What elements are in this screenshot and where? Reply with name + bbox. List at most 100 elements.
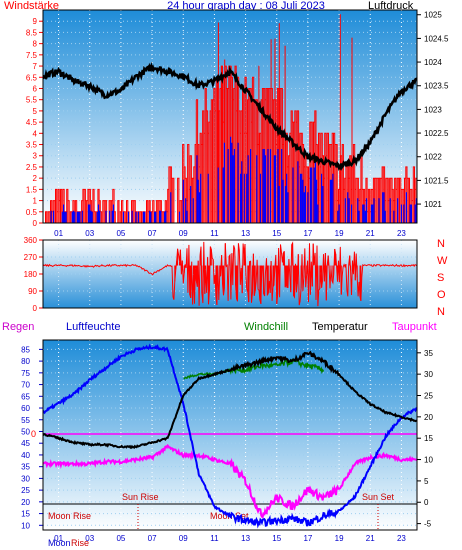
wind-gust-series	[50, 136, 417, 223]
moon-rise-label: Moon Rise	[48, 511, 91, 521]
bot-left-tick-label: 50	[21, 427, 30, 436]
direction-label: N	[437, 306, 445, 318]
wind-speed-bars	[45, 14, 417, 223]
top-panel-right-axis: 1021 1021.5 1022 1022.5 1023 1023.5 1024 1024.5…	[417, 11, 449, 209]
top-right-tick-label: 1022.5	[424, 129, 449, 138]
bot-left-tick-label: 40	[21, 451, 30, 460]
bot-left-tick-label: 65	[21, 392, 30, 401]
header-temperatur: Temperatur	[312, 321, 368, 333]
bot-hour-label: 23	[397, 534, 406, 543]
top-left-tick-label: 1	[33, 197, 38, 206]
bot-left-tick-label: 60	[21, 404, 30, 413]
bot-left-tick-label: 15	[21, 510, 30, 519]
sun-set-label: Sun Set	[362, 492, 395, 502]
top-left-tick-label: 7	[33, 62, 38, 71]
top-right-tick-label: 1023	[424, 105, 442, 114]
wind-direction-line	[43, 241, 417, 307]
top-left-tick-label: 4.5	[26, 118, 38, 127]
top-hour-label: 19	[335, 229, 344, 238]
bot-left-tick-label: 10	[21, 521, 30, 530]
bot-hour-label: 09	[179, 534, 188, 543]
bottom-panel-frame	[42, 339, 418, 531]
top-left-tick-label: 0	[33, 219, 38, 228]
middle-panel-frame	[42, 239, 418, 309]
header-windchill: Windchill	[244, 321, 288, 333]
bot-right-tick-label: 30	[424, 370, 433, 379]
top-left-tick-label: 3.5	[26, 141, 38, 150]
top-hour-label: 15	[272, 229, 281, 238]
top-left-tick-label: 0.5	[26, 208, 38, 217]
footer-moon-label: Moon	[48, 538, 71, 548]
top-right-tick-label: 1024.5	[424, 34, 449, 43]
bot-right-tick-label: 35	[424, 349, 433, 358]
top-hour-label: 21	[366, 229, 375, 238]
top-hour-label: 13	[241, 229, 250, 238]
windchill-line	[183, 357, 325, 380]
bot-left-tick-label: 75	[21, 369, 30, 378]
top-right-tick-label: 1021	[424, 200, 442, 209]
top-left-tick-label: 8.5	[26, 28, 38, 37]
mid-left-tick-label: 0	[33, 304, 38, 313]
top-right-tick-label: 1024	[424, 58, 442, 67]
temperature-line	[43, 350, 417, 450]
bottom-panel-right-axis: -5 0 5 10 15 20 25 30 35	[417, 349, 433, 529]
top-hour-label: 23	[397, 229, 406, 238]
top-right-tick-label: 1025	[424, 11, 442, 20]
bot-left-tick-label: 20	[21, 498, 30, 507]
direction-label: O	[437, 289, 446, 301]
top-hour-label: 01	[54, 229, 63, 238]
bot-left-tick-label: 35	[21, 463, 30, 472]
mid-left-tick-label: 90	[28, 287, 37, 296]
header-windstaerke: Windstärke	[4, 0, 59, 12]
top-panel-hour-labels: 01 03 05 07 09 11 13 15 17 19 21 23	[54, 229, 406, 238]
bot-hour-label: 13	[241, 534, 250, 543]
mid-left-tick-label: 360	[24, 236, 38, 245]
top-panel-left-axis: 0 0.5 1 1.5 2 2.5 3 3.5 4 4.5 5 5.5 6 6.5 7 7.5 8 8.5 9	[26, 17, 43, 228]
top-left-tick-label: 7.5	[26, 51, 38, 60]
top-hour-label: 09	[179, 229, 188, 238]
bottom-panel-left-axis: 10 15 20 25 30 35 40 45 50 55 60 65 70 75 80 85	[21, 345, 43, 530]
bot-left-tick-label: 30	[21, 474, 30, 483]
bot-hour-label: 03	[85, 534, 94, 543]
top-left-tick-label: 2.5	[26, 163, 38, 172]
sun-rise-label: Sun Rise	[122, 492, 159, 502]
top-left-tick-label: 1.5	[26, 185, 38, 194]
header-date: 24 hour graph day : 08 Juli 2023	[167, 0, 325, 12]
dewpoint-line	[43, 443, 417, 519]
bot-hour-label: 17	[303, 534, 312, 543]
rain-zero-label: 0	[31, 429, 36, 439]
bot-right-tick-label: 15	[424, 434, 433, 443]
top-left-tick-label: 5.5	[26, 96, 38, 105]
direction-label: W	[437, 255, 448, 267]
bot-left-tick-label: 80	[21, 357, 30, 366]
top-right-tick-label: 1022	[424, 153, 442, 162]
header-taupunkt: Taupunkt	[392, 321, 437, 333]
top-hour-label: 05	[116, 229, 125, 238]
direction-label: N	[437, 238, 445, 250]
direction-label: S	[437, 272, 444, 284]
humidity-line	[43, 343, 417, 529]
top-hour-label: 17	[303, 229, 312, 238]
top-left-tick-label: 3	[33, 152, 38, 161]
top-left-tick-label: 2	[33, 174, 38, 183]
top-left-tick-label: 6.5	[26, 73, 38, 82]
bot-left-tick-label: 55	[21, 416, 30, 425]
bottom-panel-series	[43, 343, 417, 529]
top-hour-label: 11	[210, 229, 219, 238]
top-left-tick-label: 4	[33, 129, 38, 138]
bot-left-tick-label: 45	[21, 439, 30, 448]
footer-rise-label: Rise	[71, 538, 89, 548]
top-left-tick-label: 9	[33, 17, 38, 26]
bot-left-tick-label: 70	[21, 381, 30, 390]
bot-hour-label: 21	[366, 534, 375, 543]
bot-right-tick-label: 25	[424, 392, 433, 401]
bot-hour-label: 01	[54, 534, 63, 543]
bot-right-tick-label: 0	[424, 498, 429, 507]
top-left-tick-label: 6	[33, 84, 38, 93]
bot-right-tick-label: 10	[424, 456, 433, 465]
bot-right-tick-label: -5	[424, 520, 432, 529]
bot-right-tick-label: 5	[424, 477, 429, 486]
bot-hour-label: 19	[335, 534, 344, 543]
